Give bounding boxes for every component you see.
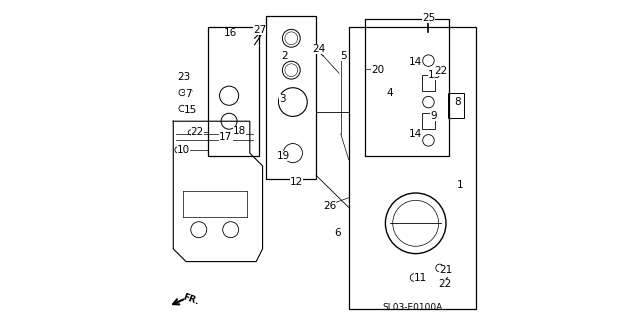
Text: 1: 1 bbox=[457, 180, 463, 190]
Bar bbox=[447, 93, 463, 118]
Bar bbox=[422, 75, 435, 91]
Text: 18: 18 bbox=[233, 126, 246, 136]
Text: SL03-E0100A: SL03-E0100A bbox=[382, 303, 443, 312]
Bar bbox=[266, 16, 316, 179]
Text: 22: 22 bbox=[434, 66, 447, 76]
Text: 2: 2 bbox=[282, 51, 288, 61]
Text: 23: 23 bbox=[177, 71, 191, 82]
Text: 8: 8 bbox=[454, 97, 461, 107]
Bar bbox=[365, 19, 449, 156]
Text: FR.: FR. bbox=[181, 293, 200, 307]
Text: 20: 20 bbox=[371, 65, 384, 75]
Text: 21: 21 bbox=[440, 264, 452, 275]
Text: 5: 5 bbox=[340, 51, 348, 61]
Text: 12: 12 bbox=[290, 177, 303, 187]
Text: 10: 10 bbox=[177, 145, 190, 155]
Text: 11: 11 bbox=[414, 272, 427, 283]
Text: 9: 9 bbox=[430, 111, 436, 122]
Bar bbox=[422, 113, 435, 129]
Text: 16: 16 bbox=[223, 28, 237, 39]
Text: 22: 22 bbox=[191, 127, 204, 137]
Text: 15: 15 bbox=[184, 105, 196, 115]
Text: 25: 25 bbox=[422, 12, 435, 23]
Text: 14: 14 bbox=[409, 129, 422, 139]
Text: 13: 13 bbox=[428, 70, 441, 80]
Text: 19: 19 bbox=[276, 151, 290, 161]
Text: 3: 3 bbox=[279, 94, 285, 104]
Text: 7: 7 bbox=[185, 89, 192, 99]
Text: 17: 17 bbox=[220, 132, 232, 142]
Text: 4: 4 bbox=[387, 87, 394, 98]
Text: 26: 26 bbox=[323, 201, 336, 211]
Bar bbox=[208, 27, 259, 156]
Text: 24: 24 bbox=[312, 44, 326, 55]
Text: 22: 22 bbox=[438, 279, 452, 289]
Text: 27: 27 bbox=[253, 25, 266, 35]
Text: 14: 14 bbox=[409, 57, 422, 67]
Bar bbox=[349, 27, 476, 309]
Text: 6: 6 bbox=[334, 228, 341, 238]
